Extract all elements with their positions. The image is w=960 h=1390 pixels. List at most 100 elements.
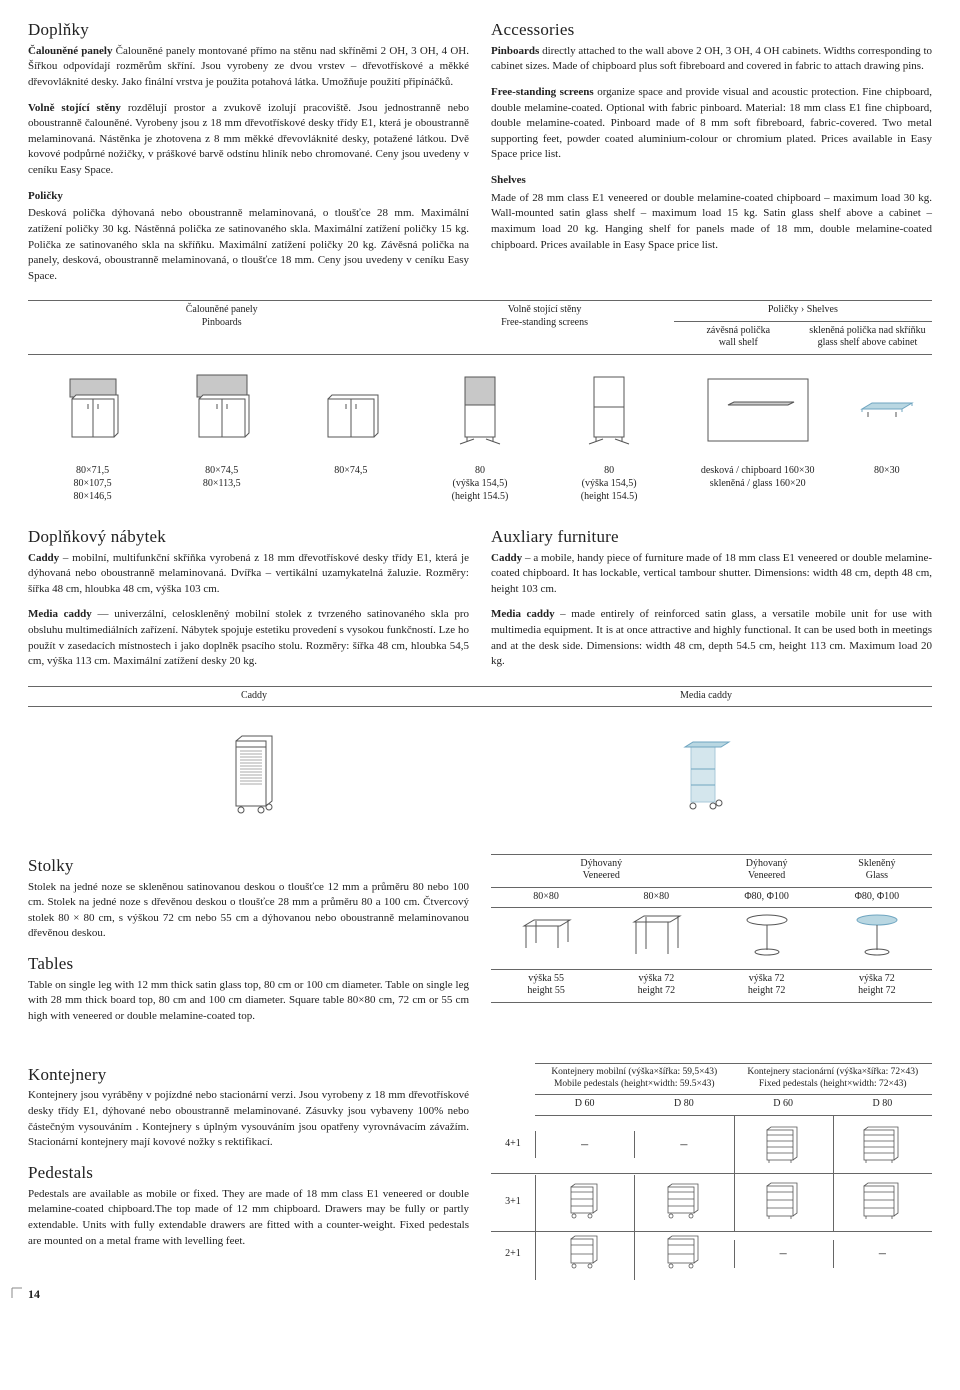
thumb-pinboard-3: 80×74,5 (286, 369, 415, 503)
para: Media caddy — univerzální, celoskleněný … (28, 607, 469, 669)
subheading-policky: Poličky (28, 189, 469, 205)
cabinet-icon (187, 369, 257, 454)
hdr-mediacaddy: Media caddy (480, 686, 932, 708)
cell: D 60 (535, 1095, 634, 1116)
pedestal-icon (858, 1120, 906, 1164)
thumb-mediacaddy (480, 727, 932, 827)
cell: výška 72 height 72 (712, 969, 822, 1003)
heading-tables: Tables (28, 952, 469, 976)
cell-dash: – (833, 1240, 932, 1268)
section-pedestals: Kontejnery Kontejnery jsou vyráběny v po… (28, 1063, 932, 1276)
para: Volně stojící stěny rozdělují prostor a … (28, 101, 469, 179)
cell-pedestal (833, 1174, 932, 1231)
hdr-veneered2: Dýhovaný Veneered (712, 854, 822, 888)
glass-table-icon (847, 908, 907, 963)
heading-doplnky: Doplňky (28, 18, 469, 42)
cell-pedestal (634, 1175, 733, 1230)
cell: D 60 (734, 1095, 833, 1116)
section-accessories-text: Doplňky Čalouněné panely Čalouněné panel… (28, 18, 932, 294)
pedestal-icon (565, 1231, 605, 1271)
hdr-screens: Volně stojící stěny Free-standing screen… (415, 300, 673, 355)
table-icon (516, 908, 576, 963)
cell: D 80 (634, 1095, 733, 1116)
cell: výška 72 height 72 (822, 969, 932, 1003)
cell: 80×80 (601, 888, 711, 909)
cell-pedestal (535, 1175, 634, 1230)
row-label: 2+1 (491, 1243, 535, 1265)
cell-dash: – (535, 1131, 634, 1159)
para: Desková polička dýhovaná nebo oboustrann… (28, 206, 469, 284)
para: Čalouněné panely Čalouněné panely montov… (28, 44, 469, 91)
section-aux-furniture: Doplňkový nábytek Caddy – mobilní, multi… (28, 525, 932, 680)
page-number: 14 (28, 1287, 40, 1301)
thumb-table-sq72 (601, 908, 711, 968)
para: Made of 28 mm class E1 veneered or doubl… (491, 191, 932, 253)
heading-accessories: Accessories (491, 18, 932, 42)
tables-grid: Dýhovaný Veneered Dýhovaný Veneered Skle… (491, 854, 932, 1035)
section-tables: Stolky Stolek na jedné noze se skleněnou… (28, 854, 932, 1035)
corner-mark-icon (10, 1286, 24, 1300)
hdr-glassshelf: skleněná polička nad skříňku glass shelf… (803, 322, 932, 355)
pedestal-icon (761, 1178, 805, 1222)
cabinet-icon (58, 369, 128, 454)
round-table-icon (737, 908, 797, 963)
hdr-wallshelf: závěsná polička wall shelf (674, 322, 803, 355)
cell: Φ80, Φ100 (822, 888, 932, 909)
para: Pedestals are available as mobile or fix… (28, 1187, 469, 1249)
pedestal-icon (858, 1178, 906, 1222)
heading-pedestals: Pedestals (28, 1161, 469, 1185)
pedestals-grid: Kontejnery mobilní (výška×šířka: 59,5×43… (491, 1063, 932, 1276)
cell: výška 55 height 55 (491, 969, 601, 1003)
hdr-pinboards: Čalouněné panely Pinboards (28, 300, 415, 355)
cabinet-icon (316, 369, 386, 454)
para: Table on single leg with 12 mm thick sat… (28, 978, 469, 1025)
glass-shelf-icon (852, 369, 922, 454)
thumb-screen-1: 80 (výška 154,5) (height 154.5) (415, 369, 544, 503)
para: Free-standing screens organize space and… (491, 85, 932, 163)
cell-pedestal (535, 1227, 634, 1280)
thumb-pinboard-1: 80×71,5 80×107,5 80×146,5 (28, 369, 157, 503)
para: Caddy – mobilní, multifunkční skříňka vy… (28, 551, 469, 598)
cell-pedestal (734, 1174, 833, 1231)
subheading-shelves: Shelves (491, 173, 932, 189)
cell: výška 72 height 72 (601, 969, 711, 1003)
thumb-caddy (28, 727, 480, 827)
cell-pedestal (833, 1116, 932, 1173)
cell-dash: – (734, 1240, 833, 1268)
hdr-caddy: Caddy (28, 686, 480, 708)
pedestal-icon (565, 1179, 605, 1221)
cell-pedestal (634, 1227, 733, 1280)
row2-header: Caddy Media caddy (28, 686, 932, 708)
caddy-icon (224, 727, 284, 822)
row1-thumbs: 80×71,5 80×107,5 80×146,5 80×74,5 80×113… (28, 369, 932, 503)
shelf-icon (698, 369, 818, 454)
thumb-screen-2: 80 (výška 154,5) (height 154.5) (545, 369, 674, 503)
heading-stolky: Stolky (28, 854, 469, 878)
row1-header: Čalouněné panely Pinboards Volně stojící… (28, 300, 932, 355)
cell: 80×80 (491, 888, 601, 909)
cell-pedestal (734, 1116, 833, 1173)
hdr-glass: Skleněný Glass (822, 854, 932, 888)
table-icon (626, 908, 686, 963)
row-label: 4+1 (491, 1133, 535, 1155)
cell-dash: – (634, 1131, 733, 1159)
heading-kontejnery: Kontejnery (28, 1063, 469, 1087)
para: Pinboards directly attached to the wall … (491, 44, 932, 75)
thumb-table-round (712, 908, 822, 968)
thumb-table-sq55 (491, 908, 601, 968)
screen-icon (579, 369, 639, 454)
pedestal-icon (662, 1231, 706, 1271)
screen-icon (450, 369, 510, 454)
pedestal-icon (662, 1179, 706, 1221)
thumb-table-glass (822, 908, 932, 968)
heading-doplnkovy: Doplňkový nábytek (28, 525, 469, 549)
thumb-pinboard-2: 80×74,5 80×113,5 (157, 369, 286, 503)
hdr-mobile: Kontejnery mobilní (výška×šířka: 59,5×43… (535, 1063, 734, 1096)
media-caddy-icon (671, 727, 741, 822)
hdr-veneered: Dýhovaný Veneered (491, 854, 712, 888)
cell: D 80 (833, 1095, 932, 1116)
para: Caddy – a mobile, handy piece of furnitu… (491, 551, 932, 598)
para: Media caddy – made entirely of reinforce… (491, 607, 932, 669)
heading-auxiliary: Auxliary furniture (491, 525, 932, 549)
pedestal-icon (761, 1120, 805, 1164)
